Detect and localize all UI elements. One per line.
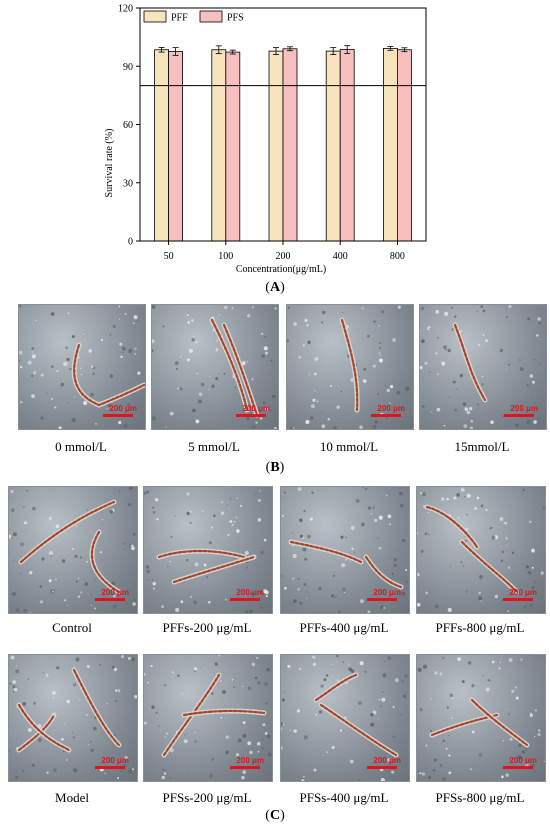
micrograph: 200 μm <box>416 486 546 614</box>
micrograph: 200 μm <box>416 654 546 782</box>
scale-label: 200 μm <box>510 404 538 413</box>
scale-label: 200 μm <box>509 588 537 597</box>
micrograph-caption: 10 mmol/L <box>319 439 379 454</box>
nematode-shape <box>339 317 360 413</box>
micrograph-caption: PFFs-200 μg/mL <box>162 620 252 635</box>
scale-label: 200 μm <box>236 756 264 765</box>
micrograph: 200 μm <box>280 486 410 614</box>
scale-bar <box>95 598 125 601</box>
scale-bar <box>95 766 125 769</box>
scale-label: 200 μm <box>373 756 401 765</box>
scale-label: 200 μm <box>101 588 129 597</box>
micrograph-caption: 15mmol/L <box>454 439 510 454</box>
y-axis-label: Survival rate (%) <box>104 129 115 198</box>
scale-bar <box>230 766 260 769</box>
micrograph: 200 μm <box>8 486 138 614</box>
bar-pfs-400 <box>339 49 355 242</box>
micrograph-caption: 5 mmol/L <box>188 439 240 454</box>
micrograph: 200 μm <box>143 486 273 614</box>
bar-pff-50 <box>154 49 170 242</box>
scale-bar <box>103 414 133 417</box>
y-tick-label: 120 <box>118 4 133 15</box>
x-tick-label: 200 <box>276 251 291 262</box>
bar-pff-100 <box>211 49 227 242</box>
micrograph-caption: PFFs-800 μg/mL <box>435 620 525 635</box>
scale-label: 200 μm <box>373 588 401 597</box>
panel-b-label: (B) <box>265 460 285 475</box>
scale-bar <box>367 766 397 769</box>
nematode-shape <box>424 504 480 550</box>
bar-pff-800 <box>382 47 398 242</box>
scale-bar <box>367 598 397 601</box>
legend-swatch-pfs <box>199 10 223 23</box>
micrograph-caption: Control <box>52 620 92 635</box>
scale-label: 200 μm <box>109 404 137 413</box>
micrograph-caption: 0 mmol/L <box>55 439 107 454</box>
scale-bar <box>236 414 266 417</box>
panel-a-label: (A) <box>265 280 285 295</box>
micrograph-caption: PFSs-400 μg/mL <box>299 790 389 805</box>
y-tick-label: 60 <box>123 120 133 131</box>
bar-pff-200 <box>268 50 284 242</box>
bar-pfs-100 <box>225 51 241 242</box>
survival-rate-chart: 0 30 60 90 120 50 100 200 400 800 PFF PFS Survival… <box>104 4 427 275</box>
scale-label: 200 μm <box>242 404 270 413</box>
legend-label-pff: PFF <box>171 13 188 24</box>
scale-label: 200 μm <box>377 404 405 413</box>
x-axis-label: Concentration(μg/mL) <box>236 264 326 275</box>
legend-swatch-pff <box>143 10 167 23</box>
scale-bar <box>504 414 534 417</box>
micrograph: 200 μm <box>18 304 146 430</box>
nematode-shape <box>363 554 404 590</box>
x-tick-label: 400 <box>333 251 348 262</box>
legend-label-pfs: PFS <box>227 13 244 24</box>
micrograph: 200 μm <box>143 654 273 782</box>
micrograph: 200 μm <box>280 654 410 782</box>
x-tick-label: 800 <box>390 251 405 262</box>
scale-bar <box>371 414 401 417</box>
scale-bar <box>503 766 533 769</box>
y-tick-label: 30 <box>123 178 133 189</box>
bar-pfs-800 <box>396 49 412 242</box>
x-tick-label: 100 <box>218 251 233 262</box>
micrograph-caption: PFSs-200 μg/mL <box>162 790 252 805</box>
scale-label: 200 μm <box>101 756 129 765</box>
scale-label: 200 μm <box>509 756 537 765</box>
scale-bar <box>503 598 533 601</box>
y-tick-label: 0 <box>128 237 133 248</box>
x-tick-label: 50 <box>164 251 174 262</box>
bar-pfs-50 <box>168 51 184 242</box>
micrograph-caption: PFFs-400 μg/mL <box>299 620 389 635</box>
micrograph: 200 μm <box>8 654 138 782</box>
bar-pfs-200 <box>282 48 298 242</box>
scale-bar <box>230 598 260 601</box>
micrograph: 200 μm <box>419 304 547 430</box>
panel-c-label: (C) <box>265 808 285 823</box>
y-tick-label: 90 <box>123 62 133 73</box>
micrograph-caption: PFSs-800 μg/mL <box>435 790 525 805</box>
bar-pff-400 <box>325 50 341 242</box>
micrograph: 200 μm <box>286 304 414 430</box>
scale-label: 200 μm <box>236 588 264 597</box>
micrograph-caption: Model <box>55 790 89 805</box>
micrograph: 200 μm <box>151 304 279 430</box>
